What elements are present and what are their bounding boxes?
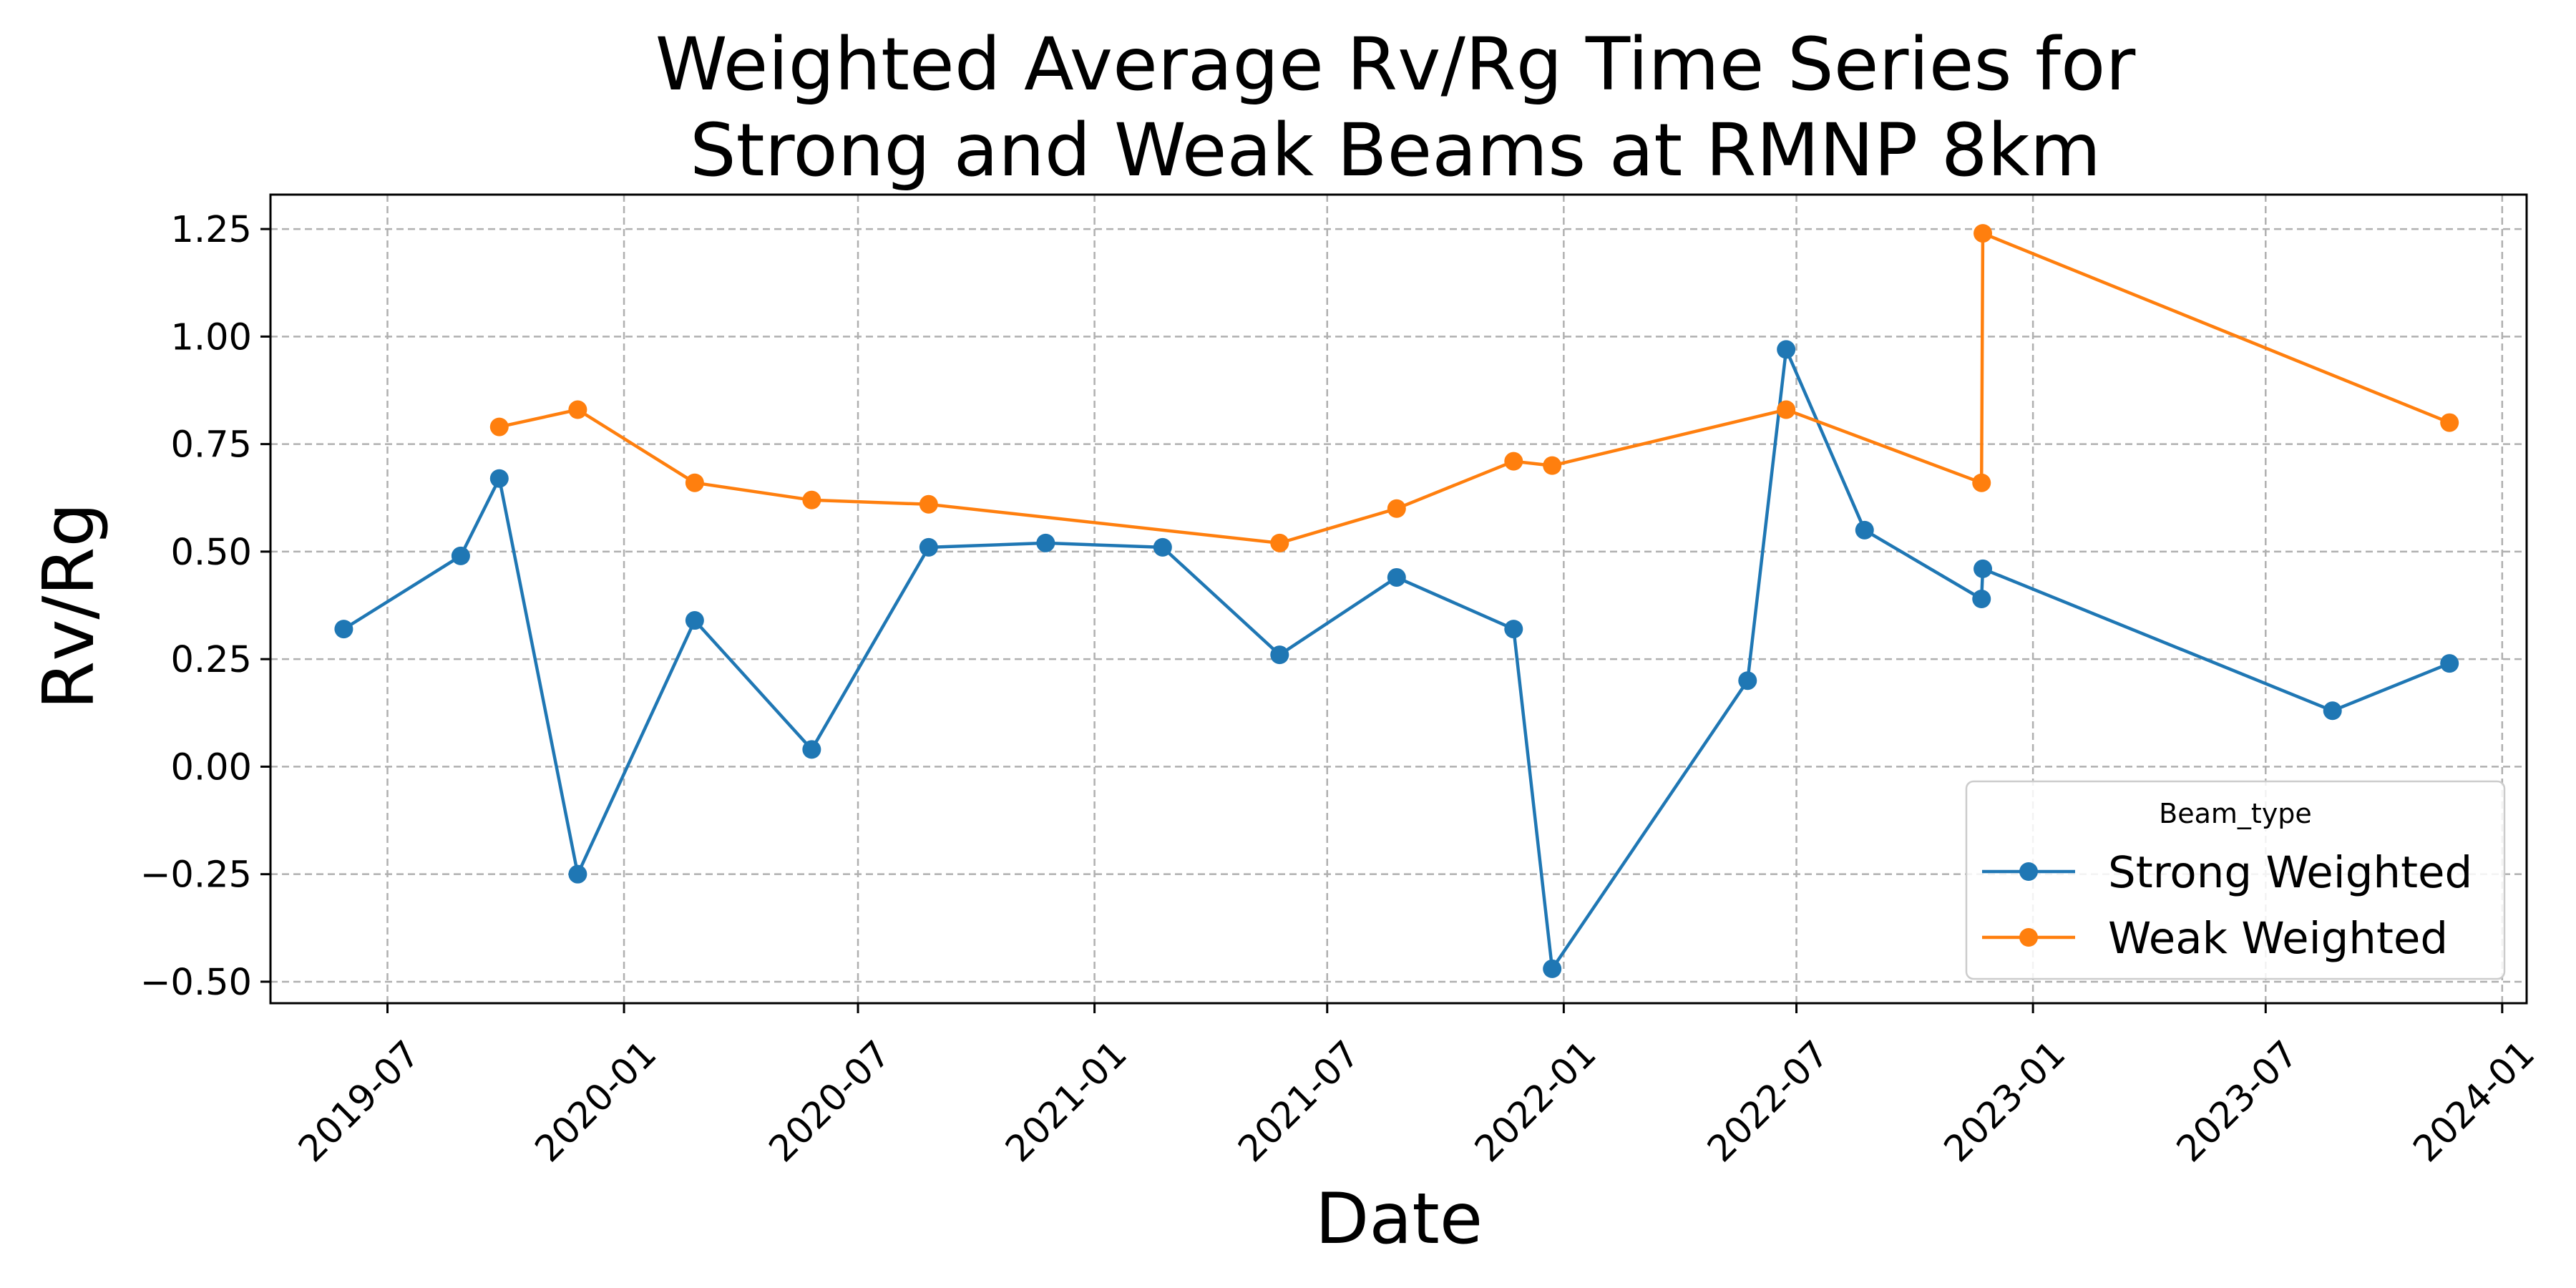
legend-entry-strong-weighted: Strong Weighted — [1982, 847, 2472, 898]
series-strong-weighted-point — [1972, 590, 1991, 608]
y-axis-label: Rv/Rg — [29, 502, 110, 709]
x-tick-label: 2020-07 — [761, 1033, 899, 1170]
x-axis-label: Date — [1315, 1179, 1483, 1260]
chart-title-line-1: Weighted Average Rv/Rg Time Series for — [655, 22, 2136, 107]
axis-ticks: 2019-07 2020-01 2020-07 2021-01 2021-07 2022-… — [140, 209, 2543, 1171]
series-weak-weighted-point — [489, 417, 509, 436]
chart-title-line-2: Strong and Weak Beams at RMNP 8km — [690, 108, 2101, 193]
legend-entries: Strong Weighted Weak Weighted — [1982, 847, 2472, 964]
series-strong-weighted-point — [1504, 620, 1523, 639]
series-weak-weighted-point — [1974, 224, 1993, 243]
legend-marker — [2019, 928, 2038, 947]
series-strong-weighted-point — [1543, 959, 1562, 978]
plot-series — [334, 224, 2459, 978]
series-strong-weighted-point — [919, 537, 938, 557]
series-strong-weighted-point — [2440, 654, 2459, 673]
series-strong-weighted-point — [1777, 340, 1796, 359]
y-tick-label: 1.25 — [170, 209, 252, 251]
series-weak-weighted-point — [1270, 533, 1289, 552]
series-weak-weighted-line — [499, 231, 2451, 545]
x-tick-label: 2022-07 — [1699, 1033, 1837, 1170]
plot-frame — [269, 193, 2528, 1005]
y-tick-label: 0.00 — [170, 746, 252, 789]
series-strong-weighted-point — [568, 864, 587, 884]
x-tick-label: 2023-01 — [1936, 1033, 2074, 1170]
series-strong-weighted-point — [1855, 520, 1874, 540]
series-weak-weighted-point — [685, 473, 704, 492]
series-strong-weighted-point — [2323, 701, 2342, 721]
series-strong-weighted-point — [1387, 567, 1406, 587]
chart-title: Weighted Average Rv/Rg Time Series for S… — [655, 22, 2136, 193]
series-strong-weighted-line — [343, 348, 2451, 971]
x-tick-label: 2021-07 — [1231, 1033, 1368, 1170]
legend-frame — [1965, 780, 2506, 980]
series-weak-weighted-point — [1543, 456, 1562, 475]
series-strong-weighted-point — [1270, 645, 1289, 665]
x-tick-label: 2021-01 — [997, 1033, 1135, 1170]
x-tick-label: 2020-01 — [527, 1033, 665, 1170]
series-weak-weighted — [489, 224, 2459, 552]
series-weak-weighted-point — [802, 490, 821, 509]
series-strong-weighted-point — [802, 740, 821, 759]
series-strong-weighted-point — [334, 620, 353, 639]
series-weak-weighted-point — [1777, 400, 1796, 419]
legend-label: Strong Weighted — [2108, 847, 2472, 898]
series-weak-weighted-point — [1387, 499, 1406, 518]
series-weak-weighted-point — [1504, 452, 1523, 471]
x-tick-label: 2024-01 — [2406, 1033, 2543, 1170]
y-tick-label: 1.00 — [170, 316, 252, 358]
series-strong-weighted — [334, 340, 2459, 978]
legend: Beam_type Strong Weighted Weak Weighted — [1965, 780, 2506, 980]
legend-marker — [2019, 862, 2038, 881]
series-weak-weighted-point — [568, 400, 587, 419]
series-strong-weighted-point — [1153, 537, 1172, 557]
y-tick-label: 0.75 — [170, 424, 252, 467]
legend-label: Weak Weighted — [2108, 913, 2448, 964]
x-tick-label: 2019-07 — [291, 1033, 428, 1170]
legend-entry-weak-weighted: Weak Weighted — [1982, 913, 2448, 964]
series-weak-weighted-point — [919, 494, 938, 514]
y-tick-label: 0.25 — [170, 639, 252, 681]
y-tick-label: −0.25 — [140, 854, 252, 897]
series-weak-weighted-point — [1972, 473, 1991, 492]
series-strong-weighted-point — [489, 469, 509, 488]
series-strong-weighted-point — [685, 611, 704, 630]
x-tick-label: 2023-07 — [2169, 1033, 2306, 1170]
legend-title: Beam_type — [2159, 798, 2312, 829]
series-weak-weighted-point — [2440, 413, 2459, 432]
y-tick-label: 0.50 — [170, 532, 252, 574]
series-strong-weighted-point — [1738, 671, 1757, 691]
series-strong-weighted-point — [451, 546, 470, 565]
x-tick-label: 2022-01 — [1467, 1033, 1604, 1170]
y-tick-label: −0.50 — [140, 962, 252, 1004]
series-strong-weighted-point — [1974, 559, 1993, 578]
series-strong-weighted-point — [1036, 533, 1055, 552]
